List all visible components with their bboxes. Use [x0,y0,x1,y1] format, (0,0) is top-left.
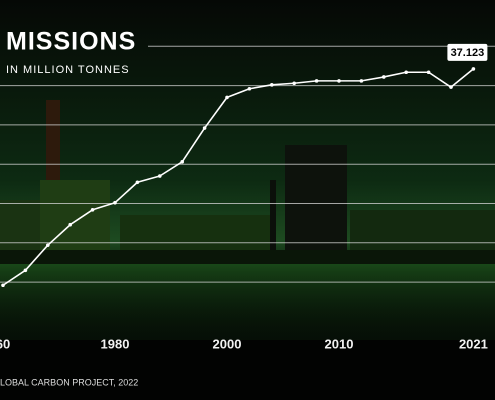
point [404,70,409,75]
point [180,160,184,164]
point [46,243,50,247]
point [23,268,28,273]
point [113,200,117,205]
chart-subtitle: IN MILLION TONNES [6,64,130,76]
point [337,79,341,83]
x-tick-label: 2010 [325,336,354,351]
point [382,75,386,79]
point [225,95,229,100]
value-label-text: 37.123 [451,47,485,59]
point [1,283,5,288]
chart-title: MISSIONS [6,28,136,56]
point [359,79,364,83]
point [314,79,319,83]
point [247,86,252,91]
point [471,67,476,71]
value-label: 37.123 [447,43,488,61]
point [426,70,431,75]
point [135,180,140,185]
x-tick-label: 1980 [101,336,130,351]
value-label-box [447,43,488,61]
point [292,81,297,86]
line [2,68,474,286]
point [270,83,274,87]
source: LOBAL CARBON PROJECT, 2022 [0,377,138,387]
x-tick-label: 2000 [213,336,242,351]
point [449,85,453,89]
point [68,222,72,227]
point [90,207,95,212]
x-tick-label: 60 [0,336,10,351]
point [202,126,207,130]
x-tick-label: 2021 [459,336,488,351]
point [158,174,162,178]
